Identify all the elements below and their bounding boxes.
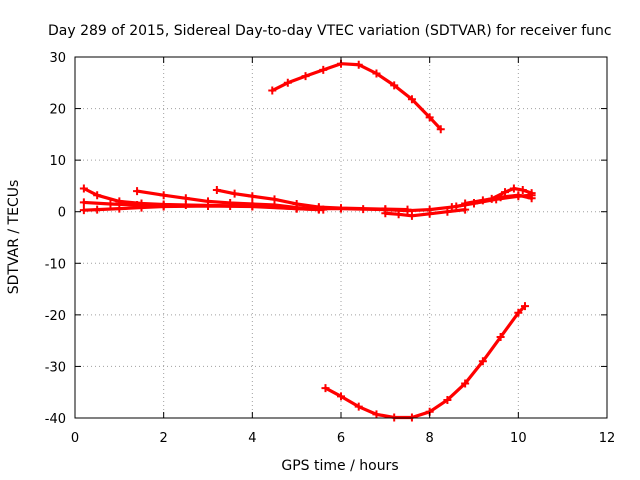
data-point-arc-lower (520, 302, 529, 311)
y-tick-label: -30 (45, 360, 66, 375)
data-point-arc-a (93, 191, 102, 200)
data-point-arc-d (248, 199, 257, 208)
y-tick-label: -10 (45, 257, 66, 272)
data-point-arc-e (212, 186, 221, 195)
data-point-arc-b (115, 204, 124, 213)
data-point-arc-c (79, 198, 88, 207)
chart-title: Day 289 of 2015, Sidereal Day-to-day VTE… (48, 23, 612, 39)
data-point-arc-lower (372, 410, 381, 419)
data-point-arc-c (106, 199, 115, 208)
data-point-arc-h (518, 186, 527, 195)
data-point-arc-b (79, 206, 88, 215)
data-point-arc-i (527, 194, 536, 203)
data-point-arc-e (292, 199, 301, 208)
data-point-arc-lower (443, 395, 452, 404)
data-point-arc-c (159, 201, 168, 210)
x-axis-label: GPS time / hours (281, 458, 398, 474)
data-point-arc-lower (390, 413, 399, 422)
data-point-arc-e (248, 192, 257, 201)
data-point-arc-d (159, 191, 168, 200)
y-tick-label: -40 (45, 412, 66, 427)
data-point-arc-g (407, 211, 416, 220)
data-point-arc-lower (461, 379, 470, 388)
y-tick-label: 10 (49, 154, 66, 169)
y-tick-label: -20 (45, 309, 66, 324)
data-point-arc-g (425, 209, 434, 218)
data-point-arc-upper (301, 72, 310, 81)
x-tick-label: 2 (160, 431, 168, 446)
data-point-arc-i (478, 196, 487, 205)
data-point-arc-e (230, 189, 239, 198)
data-point-arc-d (181, 194, 190, 203)
x-tick-label: 4 (248, 431, 256, 446)
data-point-arc-f (337, 204, 345, 213)
data-point-arc-lower (354, 402, 363, 411)
data-point-arc-h (452, 202, 461, 211)
data-point-arc-lower (478, 357, 487, 366)
data-point-arc-lower (514, 308, 523, 317)
data-point-arc-d (204, 197, 212, 206)
data-point-arc-upper (436, 125, 445, 134)
data-point-arc-upper (354, 60, 363, 69)
y-axis-label: SDTVAR / TECUs (6, 180, 22, 295)
data-point-arc-upper (407, 95, 416, 104)
data-point-arc-f (403, 206, 412, 215)
data-point-arc-lower (496, 333, 505, 342)
data-point-arc-f (314, 204, 323, 213)
data-point-arc-c (133, 201, 142, 210)
data-point-arc-i (461, 199, 470, 208)
data-point-arc-upper (319, 65, 328, 74)
y-tick-label: 0 (58, 206, 66, 221)
data-point-arc-f (359, 205, 368, 214)
data-point-arc-a (79, 184, 88, 193)
data-point-arc-d (133, 187, 142, 196)
data-point-arc-upper (390, 81, 399, 90)
data-point-arc-lower (337, 392, 345, 401)
data-point-arc-h (509, 184, 518, 193)
data-point-arc-upper (268, 86, 277, 95)
data-point-arc-upper (283, 78, 292, 87)
data-point-arc-g (443, 207, 452, 216)
x-tick-label: 12 (599, 431, 616, 446)
data-point-arc-h (501, 188, 510, 197)
data-point-arc-lower (407, 413, 416, 422)
data-series (79, 59, 536, 422)
data-point-arc-d (226, 198, 235, 207)
data-point-arc-i (514, 191, 523, 200)
data-point-arc-g (381, 209, 390, 218)
data-point-arc-b (93, 205, 102, 214)
y-tick-label: 20 (49, 103, 66, 118)
axis-ticks: 0 2 4 6 8 10 12 -40 -30 -20 -10 0 10 20 30 (45, 51, 616, 446)
data-point-arc-upper (425, 113, 434, 122)
x-tick-label: 10 (510, 431, 527, 446)
data-point-arc-g (394, 210, 403, 219)
data-point-arc-lower (321, 384, 330, 393)
data-point-arc-upper (372, 69, 381, 78)
y-tick-label: 30 (49, 51, 66, 66)
data-point-arc-i (496, 193, 505, 202)
x-tick-label: 0 (71, 431, 79, 446)
data-point-arc-e (270, 195, 279, 204)
x-tick-label: 8 (426, 431, 434, 446)
x-tick-label: 6 (337, 431, 345, 446)
